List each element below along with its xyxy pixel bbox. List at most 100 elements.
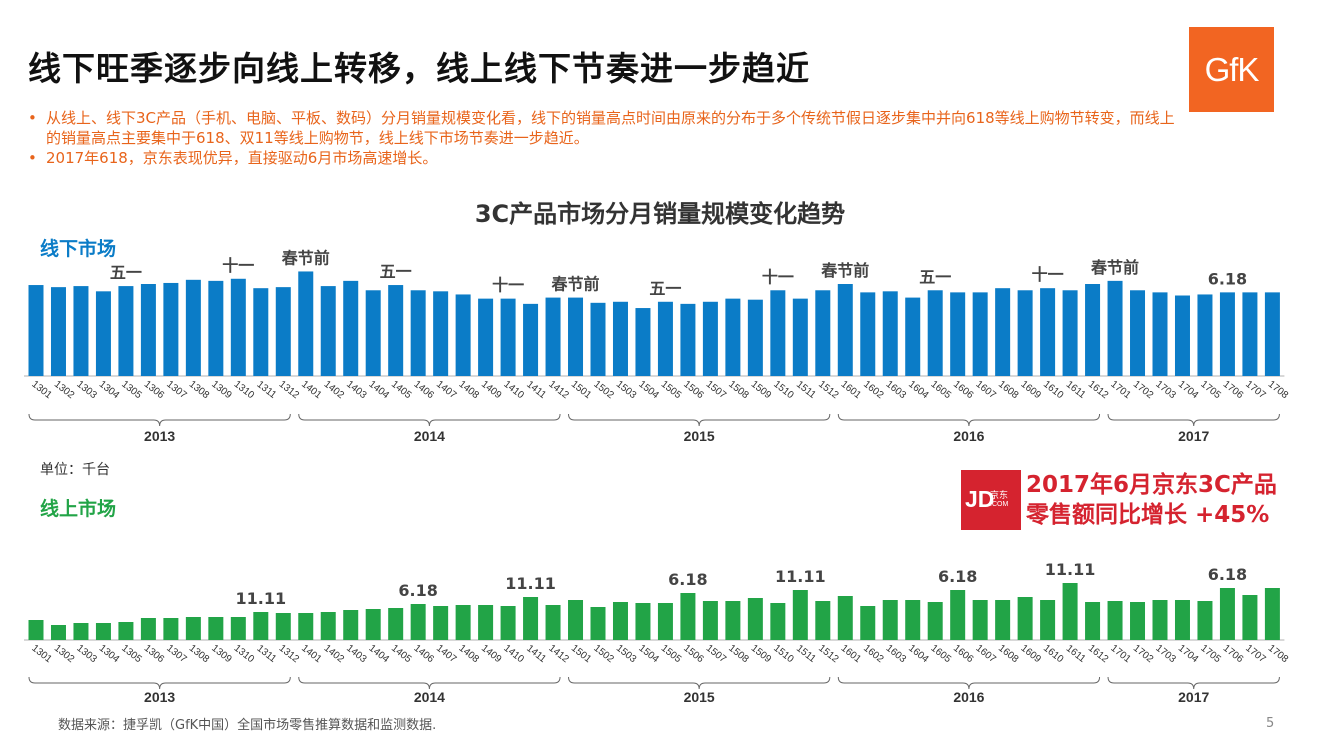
- x-tick-label: 1403: [344, 379, 369, 402]
- chart-bar: [860, 606, 876, 640]
- x-tick-label: 1702: [1131, 643, 1156, 666]
- year-brace: [28, 676, 291, 690]
- peak-annotation: 11.11: [235, 589, 286, 608]
- x-tick-label: 1502: [591, 379, 616, 402]
- chart-bar: [298, 613, 314, 640]
- x-tick-label: 1301: [29, 643, 54, 666]
- year-label: 2013: [144, 689, 175, 705]
- peak-annotation: 11.11: [1045, 560, 1096, 579]
- peak-annotation: 五一: [380, 262, 412, 281]
- peak-annotation: 春节前: [551, 275, 600, 294]
- chart-bar: [1085, 284, 1101, 376]
- chart-bar: [365, 609, 381, 640]
- x-tick-label: 1407: [434, 379, 459, 402]
- year-label: 2017: [1178, 428, 1209, 444]
- x-tick-label: 1307: [164, 643, 189, 666]
- chart-bar: [478, 605, 494, 640]
- x-tick-label: 1308: [187, 379, 212, 402]
- x-tick-label: 1610: [1041, 379, 1066, 402]
- chart-bar: [163, 618, 179, 640]
- chart-bar: [163, 282, 179, 376]
- chart-bar: [1174, 295, 1190, 376]
- x-tick-label: 1512: [816, 379, 841, 402]
- chart-bar: [433, 606, 449, 640]
- x-tick-label: 1311: [254, 643, 278, 665]
- chart-bar: [1197, 294, 1213, 376]
- peak-annotation: 十一: [1032, 265, 1064, 284]
- x-tick-label: 1604: [906, 379, 931, 402]
- chart-bar: [837, 284, 853, 376]
- chart-bar: [253, 612, 269, 640]
- peak-annotation: 6.18: [938, 567, 977, 586]
- x-tick-label: 1505: [659, 643, 684, 666]
- x-tick-label: 1501: [569, 379, 594, 402]
- x-tick-label: 1408: [457, 379, 482, 402]
- x-tick-label: 1708: [1266, 379, 1291, 402]
- x-tick-label: 1701: [1108, 379, 1133, 402]
- chart-bar: [230, 617, 246, 640]
- x-tick-label: 1310: [232, 643, 257, 666]
- year-brace: [837, 413, 1101, 427]
- chart-bar: [1242, 595, 1258, 640]
- chart-bar: [905, 297, 921, 376]
- jd-logo: JD 京东 .COM: [961, 470, 1021, 530]
- unit-label: 单位：千台: [40, 462, 110, 478]
- x-tick-label: 1310: [232, 379, 257, 402]
- x-tick-label: 1403: [344, 643, 369, 666]
- x-tick-label: 1305: [119, 379, 144, 402]
- x-tick-label: 1703: [1153, 643, 1178, 666]
- peak-annotation: 十一: [222, 256, 254, 275]
- chart-bar: [1107, 280, 1123, 376]
- peak-annotation: 五一: [649, 279, 681, 298]
- x-tick-label: 1511: [794, 643, 818, 665]
- chart-bar: [320, 612, 336, 640]
- x-tick-label: 1607: [974, 379, 999, 402]
- page-number: 5: [1266, 716, 1275, 731]
- x-tick-label: 1412: [546, 643, 571, 666]
- chart-bar: [1264, 292, 1280, 376]
- chart-bar: [298, 271, 314, 376]
- x-tick-label: 1402: [322, 379, 347, 402]
- x-tick-label: 1610: [1041, 643, 1066, 666]
- chart-bar: [118, 286, 134, 376]
- page-title: 线下旺季逐步向线上转移，线上线下节奏进一步趋近: [28, 49, 810, 88]
- x-tick-label: 1411: [524, 643, 548, 665]
- online-market-label: 线上市场: [40, 498, 117, 520]
- chart-bar: [410, 290, 426, 376]
- x-tick-label: 1309: [209, 379, 234, 402]
- x-tick-label: 1707: [1243, 643, 1268, 666]
- x-tick-label: 1410: [501, 379, 526, 402]
- chart-bar: [1040, 288, 1056, 376]
- x-tick-label: 1409: [479, 379, 504, 402]
- chart-bar: [680, 303, 696, 376]
- x-tick-label: 1707: [1243, 379, 1268, 402]
- x-tick-label: 1611: [1064, 379, 1088, 401]
- chart-bar: [995, 600, 1011, 640]
- x-tick-label: 1307: [164, 379, 189, 402]
- offline-market-label: 线下市场: [40, 238, 117, 260]
- x-tick-label: 1607: [974, 643, 999, 666]
- chart-bar: [1062, 290, 1078, 376]
- chart-bar: [972, 600, 988, 640]
- x-tick-label: 1303: [74, 643, 99, 666]
- x-tick-label: 1312: [277, 643, 302, 666]
- x-tick-label: 1311: [254, 379, 278, 401]
- chart-bar: [50, 287, 66, 376]
- chart-bar: [612, 602, 628, 640]
- peak-annotation: 春节前: [820, 261, 869, 280]
- chart-bar: [657, 603, 673, 640]
- x-tick-label: 1604: [906, 643, 931, 666]
- peak-annotation: 五一: [110, 263, 142, 282]
- x-tick-label: 1701: [1108, 643, 1133, 666]
- x-tick-label: 1603: [884, 643, 909, 666]
- peak-annotation: 五一: [919, 267, 951, 286]
- chart-bar: [523, 597, 539, 640]
- x-tick-label: 1511: [794, 379, 818, 401]
- chart-bar: [275, 287, 291, 376]
- peak-annotation: 十一: [492, 276, 524, 295]
- chart-title: 3C产品市场分月销量规模变化趋势: [474, 200, 846, 228]
- chart-bar: [950, 292, 966, 376]
- chart-bar: [28, 620, 44, 640]
- chart-bar: [882, 600, 898, 640]
